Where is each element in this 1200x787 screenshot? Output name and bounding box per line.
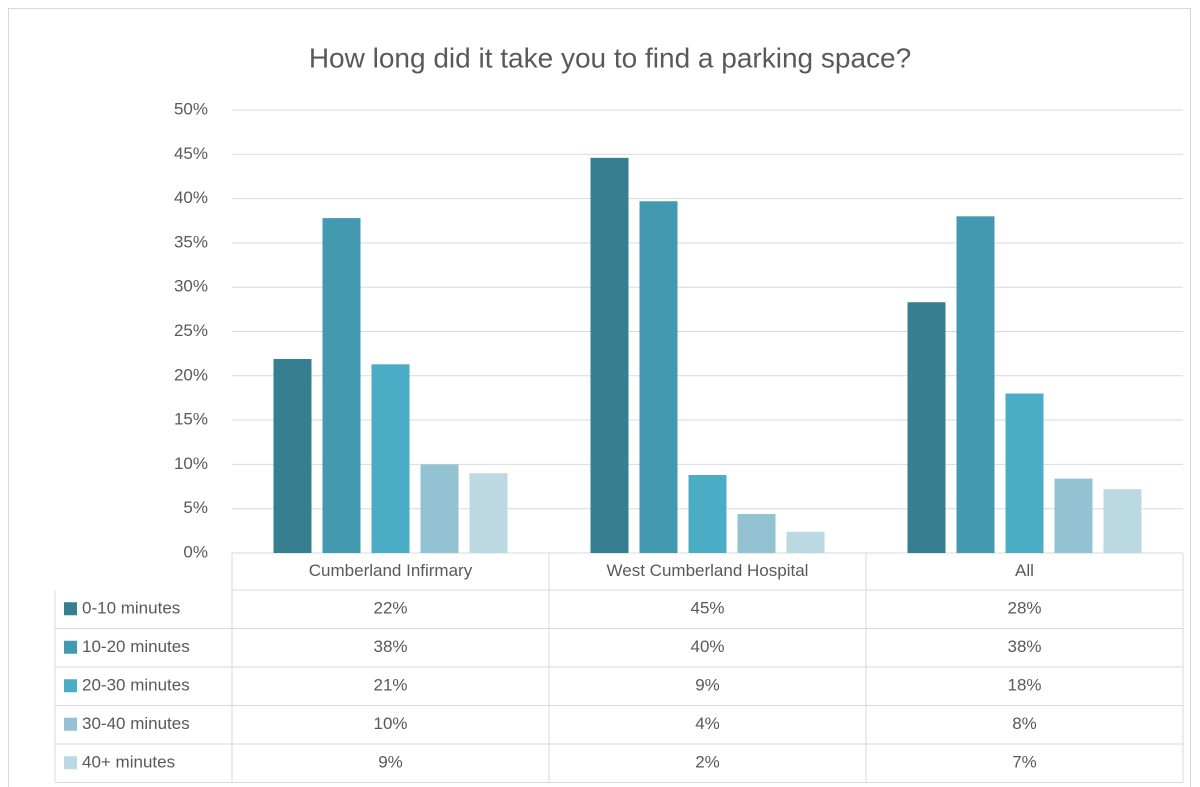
bar <box>639 201 678 553</box>
legend-swatch <box>64 717 77 731</box>
x-tick-label: West Cumberland Hospital <box>607 561 809 580</box>
bar <box>1103 489 1142 553</box>
bar <box>1005 393 1044 553</box>
bar <box>322 218 361 554</box>
y-tick-label: 35% <box>174 232 208 251</box>
bar <box>590 157 629 553</box>
legend-label: 20-30 minutes <box>82 676 190 695</box>
legend-swatch <box>64 640 77 654</box>
bar <box>956 216 995 553</box>
y-tick-label: 5% <box>183 498 208 517</box>
table-value: 40% <box>690 637 724 656</box>
table-value: 38% <box>373 637 407 656</box>
x-tick-label: All <box>1015 561 1034 580</box>
y-tick-label: 10% <box>174 454 208 473</box>
legend-label: 30-40 minutes <box>82 714 190 733</box>
y-tick-label: 50% <box>174 99 208 118</box>
table-value: 38% <box>1007 637 1041 656</box>
y-tick-label: 45% <box>174 144 208 163</box>
table-value: 22% <box>373 599 407 618</box>
table-value: 4% <box>695 714 720 733</box>
bar <box>1054 478 1093 553</box>
bar <box>688 475 727 553</box>
table-value: 9% <box>695 676 720 695</box>
y-tick-label: 25% <box>174 321 208 340</box>
table-value: 10% <box>373 714 407 733</box>
table-value: 2% <box>695 753 720 772</box>
table-value: 45% <box>690 599 724 618</box>
bar <box>737 514 776 553</box>
bar <box>371 364 410 553</box>
table-value: 18% <box>1007 676 1041 695</box>
legend-label: 10-20 minutes <box>82 637 190 656</box>
y-tick-label: 20% <box>174 365 208 384</box>
bar <box>469 473 508 553</box>
table-value: 21% <box>373 676 407 695</box>
table-value: 8% <box>1012 714 1037 733</box>
y-tick-label: 30% <box>174 277 208 296</box>
bar <box>273 358 312 553</box>
legend-swatch <box>64 756 77 770</box>
table-value: 9% <box>378 753 403 772</box>
legend-swatch <box>64 679 77 693</box>
y-tick-label: 15% <box>174 410 208 429</box>
legend-swatch <box>64 602 77 616</box>
x-tick-label: Cumberland Infirmary <box>309 561 473 580</box>
legend-label: 40+ minutes <box>82 753 175 772</box>
bar <box>420 464 459 553</box>
table-value: 28% <box>1007 599 1041 618</box>
chart-title: How long did it take you to find a parki… <box>309 42 911 73</box>
legend-label: 0-10 minutes <box>82 599 180 618</box>
bar <box>907 302 946 553</box>
y-tick-label: 0% <box>183 542 208 561</box>
y-tick-label: 40% <box>174 188 208 207</box>
table-value: 7% <box>1012 753 1037 772</box>
bar <box>786 531 825 553</box>
